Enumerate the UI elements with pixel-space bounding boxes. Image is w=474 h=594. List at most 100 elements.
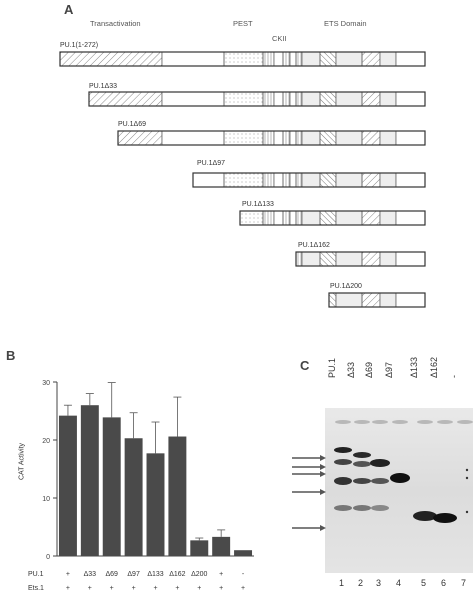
gel-band [334, 459, 352, 465]
bar [212, 536, 231, 556]
ets-domain-header: ETS Domain [324, 19, 367, 28]
lane-label: Δ69 [364, 361, 374, 378]
bar [168, 436, 187, 556]
lane-label: Δ162 [429, 356, 439, 378]
gel-band [353, 461, 371, 467]
row-label-ets1: Ets.1 [28, 585, 44, 592]
pu1-mark: Δ200 [191, 571, 208, 578]
row-label-pu1: PU.1 [28, 571, 44, 578]
bar [80, 405, 99, 556]
bar [124, 438, 143, 556]
construct-row-5 [295, 251, 426, 267]
gel-band [390, 473, 410, 483]
pu1-mark: Δ162 [169, 571, 186, 578]
y-tick-label: 10 [42, 496, 50, 503]
gel-band [353, 452, 371, 458]
arrow-head [320, 455, 326, 461]
construct-label-d162: PU.1Δ162 [298, 242, 330, 249]
arrow-head [320, 471, 326, 477]
construct-row-0 [59, 51, 426, 67]
lane-number: 7 [461, 578, 467, 588]
gel-band [353, 505, 371, 511]
panel-a-letter: A [64, 2, 74, 17]
ets1-mark: + [219, 585, 224, 592]
gel-band [413, 511, 437, 521]
arrow-head [320, 489, 326, 495]
arrow-head [320, 525, 326, 531]
gel-band [371, 478, 389, 484]
construct-diagram [59, 51, 426, 308]
ets1-mark: + [241, 585, 246, 592]
lane-number: 3 [376, 578, 382, 588]
well-band [457, 420, 473, 424]
well-band [417, 420, 433, 424]
construct-row-6 [328, 292, 426, 308]
gel-band [433, 513, 457, 523]
construct-row-3 [192, 172, 426, 188]
panel-b-letter: B [6, 348, 16, 363]
lane-number: 4 [396, 578, 402, 588]
lane-number: 5 [421, 578, 427, 588]
lane-label: Δ133 [409, 356, 419, 378]
pu1-mark: + [219, 571, 224, 578]
star-mark [465, 476, 469, 480]
well-band [335, 420, 351, 424]
bar [234, 550, 253, 556]
ets1-mark: + [87, 585, 92, 592]
bar [146, 453, 165, 556]
lane-number: 2 [358, 578, 364, 588]
gel-band [334, 505, 352, 511]
ets1-mark: + [197, 585, 202, 592]
bar-chart: 0 10 20 30 [42, 380, 254, 561]
transactivation-header: Transactivation [90, 19, 141, 28]
pu1-mark: Δ33 [83, 571, 97, 578]
pu1-mark: Δ97 [127, 571, 140, 578]
well-band [392, 420, 408, 424]
gel-band [353, 478, 371, 484]
arrow-head [320, 464, 326, 470]
gel-band [334, 447, 352, 453]
y-tick-label: 20 [42, 438, 50, 445]
construct-label-d200: PU.1Δ200 [330, 283, 362, 290]
construct-label-full: PU.1(1-272) [60, 42, 99, 49]
gel-band [371, 505, 389, 511]
construct-label-d69: PU.1Δ69 [118, 121, 147, 128]
gel-band [334, 477, 352, 485]
ets1-mark: + [131, 585, 136, 592]
bar [190, 540, 209, 556]
pu1-mark: + [65, 571, 70, 578]
construct-label-d97: PU.1Δ97 [197, 160, 226, 167]
gel-arrows [292, 455, 469, 531]
ets1-mark: + [65, 585, 70, 592]
well-band [437, 420, 453, 424]
lane-label: Δ97 [384, 361, 394, 378]
lane-label: - [449, 375, 459, 378]
star-mark [465, 468, 469, 472]
bar [58, 415, 77, 556]
construct-row-1 [88, 91, 426, 107]
pu1-mark: - [241, 571, 245, 578]
construct-row-2 [117, 130, 426, 146]
lane-number: 6 [441, 578, 447, 588]
pest-header: PEST [233, 19, 253, 28]
ets1-mark: + [109, 585, 114, 592]
well-band [354, 420, 370, 424]
ckii-header: CKII [272, 34, 287, 43]
pu1-mark: Δ133 [147, 571, 164, 578]
star-mark [465, 510, 469, 514]
construct-row-4 [239, 210, 426, 226]
ets1-mark: + [153, 585, 158, 592]
bar [102, 417, 121, 556]
gel-band [370, 459, 390, 467]
lane-label: Δ33 [346, 361, 356, 378]
lane-label: PU.1 [327, 357, 337, 378]
y-tick-label: 0 [46, 554, 50, 561]
lane-number: 1 [339, 578, 345, 588]
gel-image [325, 408, 473, 573]
construct-label-d33: PU.1Δ33 [89, 83, 118, 90]
y-tick-label: 30 [42, 380, 50, 387]
pu1-mark: Δ69 [105, 571, 118, 578]
well-band [372, 420, 388, 424]
panel-c-letter: C [300, 358, 310, 373]
construct-label-d133: PU.1Δ133 [242, 201, 274, 208]
